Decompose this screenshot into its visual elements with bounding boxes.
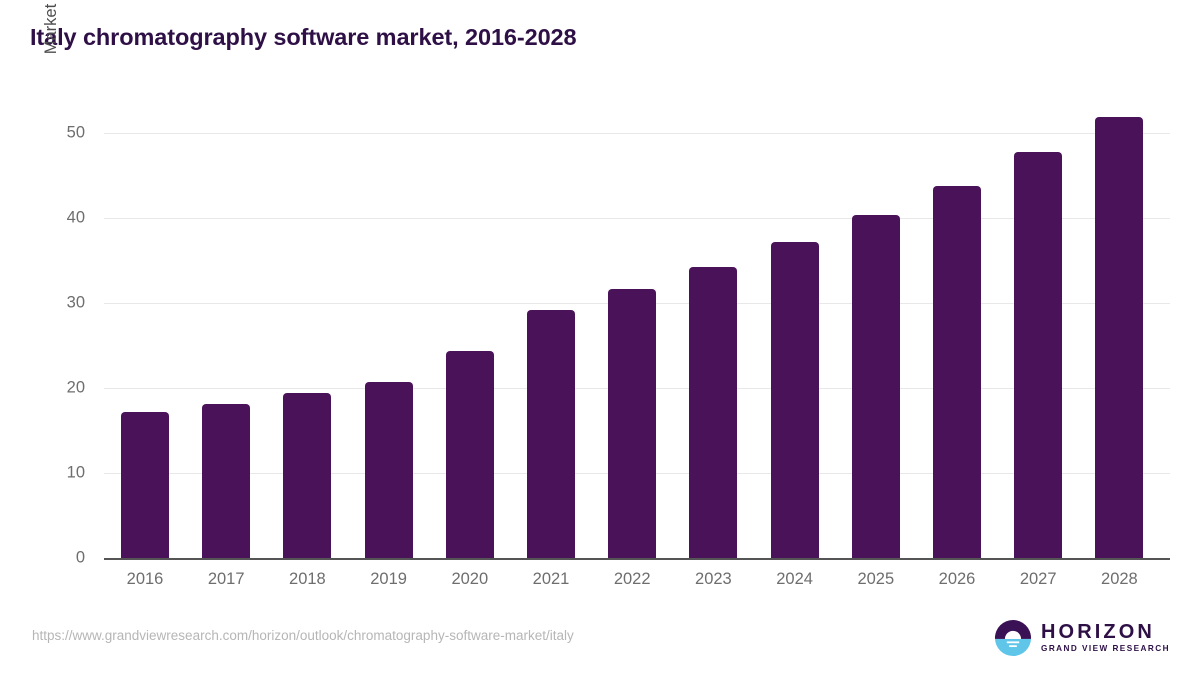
bar[interactable] bbox=[689, 267, 738, 558]
logo-text: HORIZON GRAND VIEW RESEARCH bbox=[1041, 622, 1170, 653]
horizon-sun-circle-icon bbox=[994, 619, 1032, 657]
gridline bbox=[104, 133, 1170, 134]
x-axis-tick-label: 2020 bbox=[451, 570, 489, 588]
y-axis-tick-label: 30 bbox=[66, 293, 85, 312]
bar[interactable] bbox=[527, 309, 575, 558]
bar[interactable] bbox=[364, 382, 413, 558]
y-axis-title: Market Size (US$M) bbox=[42, 0, 64, 214]
y-axis-tick-label: 0 bbox=[75, 548, 85, 567]
bar[interactable] bbox=[202, 404, 251, 558]
logo-tagline: GRAND VIEW RESEARCH bbox=[1041, 644, 1170, 654]
bar[interactable] bbox=[608, 289, 657, 558]
gridline bbox=[104, 218, 1170, 219]
x-axis-tick-label: 2026 bbox=[938, 570, 976, 588]
x-axis-tick-label: 2018 bbox=[289, 570, 326, 588]
y-axis-tick-label: 40 bbox=[66, 208, 85, 227]
bar[interactable] bbox=[1095, 116, 1144, 558]
x-axis-tick-label: 2027 bbox=[1019, 570, 1057, 588]
x-axis-tick-label: 2022 bbox=[613, 570, 651, 588]
logo-wordmark: HORIZON bbox=[1041, 621, 1155, 644]
bar[interactable] bbox=[851, 215, 900, 558]
y-axis-tick-label: 20 bbox=[66, 378, 85, 397]
y-axis-tick-label: 10 bbox=[66, 463, 85, 482]
x-axis-tick-label: 2023 bbox=[695, 570, 732, 588]
x-axis-tick-label: 2028 bbox=[1101, 570, 1138, 588]
bar[interactable] bbox=[121, 411, 169, 558]
x-axis-tick-label: 2024 bbox=[776, 570, 813, 588]
x-axis-tick-label: 2021 bbox=[532, 570, 570, 588]
bar[interactable] bbox=[1014, 151, 1063, 558]
bar[interactable] bbox=[283, 393, 332, 558]
x-axis-tick-label: 2025 bbox=[857, 570, 895, 588]
x-axis-line bbox=[104, 558, 1170, 560]
page-title: Italy chromatography software market, 20… bbox=[30, 24, 577, 50]
bar[interactable] bbox=[770, 241, 819, 558]
x-axis-tick-label: 2017 bbox=[207, 570, 245, 588]
horizon-logo[interactable]: HORIZON GRAND VIEW RESEARCH bbox=[994, 618, 1170, 658]
y-axis-tick-label: 50 bbox=[66, 123, 85, 142]
x-axis-tick-label: 2016 bbox=[126, 570, 164, 588]
source-url[interactable]: https://www.grandviewresearch.com/horizo… bbox=[32, 628, 574, 643]
bar[interactable] bbox=[933, 185, 981, 558]
bar[interactable] bbox=[445, 350, 494, 558]
plot-area: Market Size (US$M) 0 10 20 30 40 50 2016 2017 2… bbox=[42, 0, 1170, 588]
x-axis-tick-label: 2019 bbox=[370, 570, 407, 588]
